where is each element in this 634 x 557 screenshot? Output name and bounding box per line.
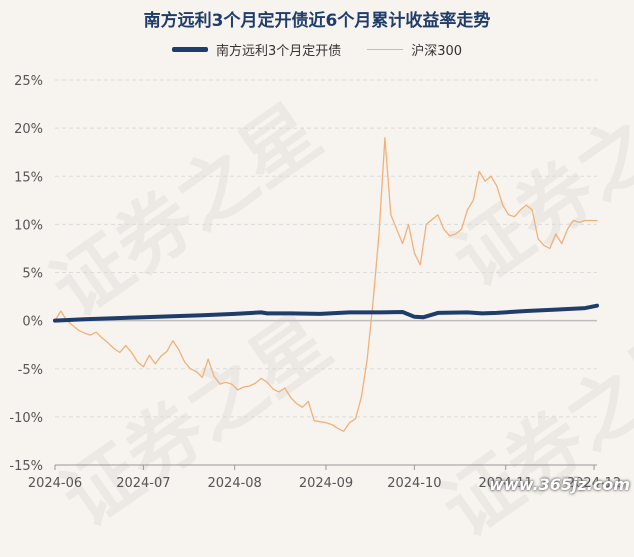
- legend-swatch-fund: [171, 47, 208, 52]
- x-tick-label: 2024-12: [567, 476, 621, 491]
- x-tick-label: 2024-06: [28, 476, 82, 491]
- legend-label-index: 沪深300: [411, 44, 463, 59]
- legend-item-index: 沪深300: [367, 40, 462, 59]
- y-tick-label: 0%: [22, 315, 43, 330]
- site-watermark: www.365jz.com: [489, 475, 630, 494]
- y-tick-label: 25%: [14, 74, 43, 89]
- series-line-index: [54, 137, 598, 432]
- series-line-fund: [53, 303, 599, 323]
- y-tick-label: 15%: [14, 170, 43, 185]
- y-tick-label: -5%: [18, 363, 43, 378]
- chart-plot-area: 25% 20% 15% 10% 5% 0% -5% -10% -15% 2024-06 2024-0…: [9, 74, 621, 491]
- legend-swatch-index: [367, 48, 404, 51]
- x-tick-label: 2024-09: [299, 476, 353, 491]
- x-tick-label: 2024-07: [116, 476, 170, 491]
- y-tick-label: -10%: [9, 411, 43, 426]
- legend-label-fund: 南方远利3个月定开债: [215, 44, 342, 59]
- y-tick-label: 10%: [14, 218, 43, 233]
- y-tick-label: 20%: [14, 122, 43, 137]
- chart-title: 南方远利3个月定开债近6个月累计收益率走势: [143, 11, 491, 31]
- legend-item-fund: 南方远利3个月定开债: [171, 40, 342, 59]
- legend: 南方远利3个月定开债 沪深300: [0, 40, 634, 59]
- y-tick-label: -15%: [9, 459, 43, 474]
- x-tick-label: 2024-08: [208, 476, 262, 491]
- y-tick-label: 5%: [22, 267, 43, 282]
- x-tick-label: 2024-11: [479, 476, 533, 491]
- x-tick-label: 2024-10: [387, 476, 441, 491]
